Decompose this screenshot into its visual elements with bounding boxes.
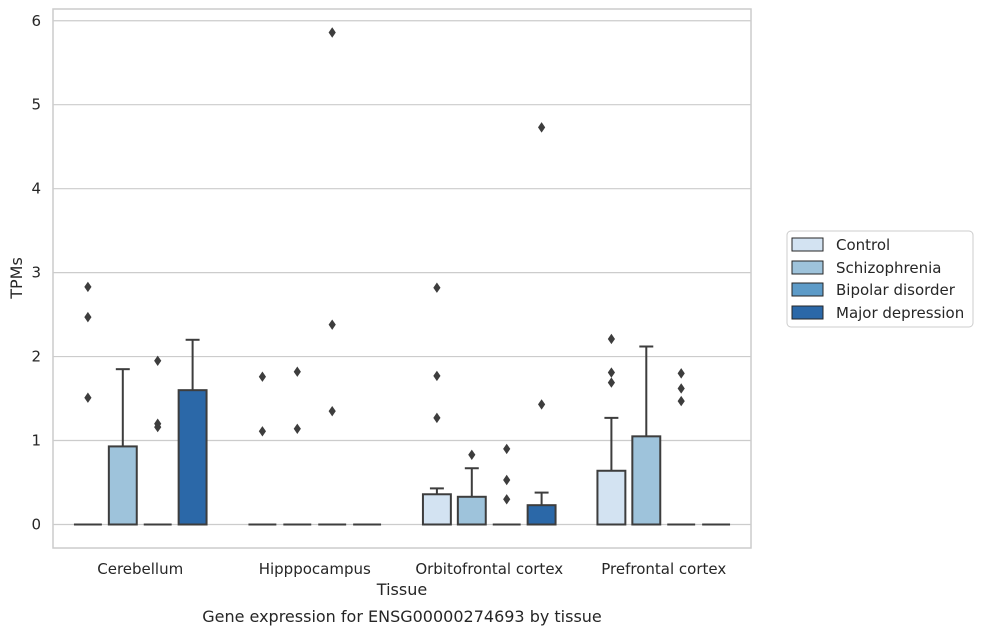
- x-tick-label-prefrontal-cortex: Prefrontal cortex: [601, 560, 726, 578]
- box-cerebellum-bipolar-disorder-outlier-0: [154, 355, 162, 366]
- y-axis-title: TPMs: [7, 257, 26, 300]
- x-tick-label-hipppocampus: Hipppocampus: [259, 560, 371, 578]
- legend-label-major-depression: Major depression: [836, 304, 964, 322]
- box-hipppocampus-control-outlier-0: [258, 371, 266, 382]
- box-orbitofrontal-cortex-bipolar-disorder-outlier-0: [503, 443, 511, 455]
- y-tick-label-6: 6: [31, 12, 41, 30]
- box-orbitofrontal-cortex-control-outlier-0: [433, 282, 441, 293]
- legend-swatch-schizophrenia: [791, 260, 824, 275]
- legend-swatch-major-depression: [791, 305, 824, 320]
- box-prefrontal-cortex-control-body: [596, 469, 627, 526]
- box-orbitofrontal-cortex-control-outlier-2: [433, 412, 441, 424]
- legend-label-bipolar-disorder: Bipolar disorder: [836, 281, 956, 299]
- box-orbitofrontal-cortex-major-depression-outlier-0: [538, 122, 546, 133]
- y-tick-label-4: 4: [31, 180, 41, 198]
- y-tick-label-2: 2: [31, 348, 41, 366]
- box-hipppocampus-bipolar-disorder-outlier-1: [328, 319, 336, 330]
- box-orbitofrontal-cortex-major-depression: [526, 491, 557, 526]
- box-hipppocampus-bipolar-disorder-outlier-2: [328, 405, 336, 417]
- x-tick-label-orbitofrontal-cortex: Orbitofrontal cortex: [415, 560, 563, 578]
- box-orbitofrontal-cortex-schizophrenia-outlier-0: [468, 449, 476, 461]
- box-prefrontal-cortex-schizophrenia: [631, 345, 662, 526]
- box-prefrontal-cortex-control-outlier-1: [607, 367, 615, 378]
- legend-swatch-bipolar-disorder: [791, 282, 824, 297]
- box-prefrontal-cortex-control-outlier-2: [607, 377, 615, 388]
- outliers-layer: [84, 27, 685, 505]
- box-hipppocampus-schizophrenia-outlier-1: [293, 423, 301, 434]
- box-orbitofrontal-cortex-control-outlier-1: [433, 370, 441, 382]
- box-cerebellum-bipolar-disorder-outlier-2: [154, 421, 162, 433]
- legend-swatch-control: [791, 237, 824, 252]
- box-hipppocampus-schizophrenia-outlier-0: [293, 366, 301, 377]
- box-cerebellum-major-depression: [177, 338, 208, 526]
- x-tick-label-cerebellum: Cerebellum: [97, 560, 183, 578]
- y-tick-label-1: 1: [31, 432, 41, 450]
- box-orbitofrontal-cortex-bipolar-disorder-outlier-1: [503, 474, 511, 486]
- legend-label-control: Control: [836, 236, 890, 254]
- box-cerebellum-schizophrenia: [107, 368, 138, 526]
- box-cerebellum-schizophrenia-body: [107, 445, 138, 526]
- box-orbitofrontal-cortex-bipolar-disorder-outlier-2: [503, 494, 511, 505]
- box-prefrontal-cortex-schizophrenia-body: [631, 435, 662, 526]
- x-tick-labels: Cerebellum Hipppocampus Orbitofrontal cort…: [97, 560, 726, 578]
- box-cerebellum-major-depression-body: [177, 389, 208, 526]
- box-prefrontal-cortex-control: [596, 416, 627, 526]
- box-orbitofrontal-cortex-control-body: [421, 493, 452, 526]
- box-hipppocampus-control-outlier-1: [258, 426, 266, 437]
- box-prefrontal-cortex-bipolar-disorder-outlier-1: [677, 383, 685, 394]
- legend-frame: [786, 230, 974, 328]
- box-hipppocampus-bipolar-disorder-outlier-0: [328, 27, 336, 38]
- y-tick-labels: 0 1 2 3 4 5 6: [31, 12, 41, 534]
- box-cerebellum-control-outlier-2: [84, 392, 92, 403]
- box-orbitofrontal-cortex-major-depression-outlier-1: [538, 399, 546, 410]
- box-orbitofrontal-cortex-schizophrenia-body: [456, 495, 487, 526]
- box-cerebellum-control-outlier-1: [84, 311, 92, 323]
- box-cerebellum-control-outlier-0: [84, 281, 92, 293]
- plot-frame: [52, 8, 752, 549]
- box-orbitofrontal-cortex-schizophrenia: [456, 467, 487, 526]
- box-orbitofrontal-cortex-control: [421, 487, 452, 526]
- chart-caption: Gene expression for ENSG00000274693 by t…: [202, 607, 602, 626]
- box-prefrontal-cortex-bipolar-disorder-outlier-0: [677, 368, 685, 379]
- y-tick-label-3: 3: [31, 264, 41, 282]
- gridlines: [53, 20, 751, 526]
- box-prefrontal-cortex-control-outlier-0: [607, 333, 615, 345]
- box-orbitofrontal-cortex-major-depression-body: [526, 504, 557, 526]
- y-tick-label-0: 0: [31, 515, 41, 533]
- box-prefrontal-cortex-bipolar-disorder-outlier-2: [677, 395, 685, 407]
- legend-label-schizophrenia: Schizophrenia: [836, 259, 941, 277]
- y-tick-label-5: 5: [31, 96, 41, 114]
- x-axis-title: Tissue: [376, 580, 427, 599]
- boxes-layer: [73, 338, 731, 526]
- legend: Control Schizophrenia Bipolar disorder M…: [786, 230, 974, 328]
